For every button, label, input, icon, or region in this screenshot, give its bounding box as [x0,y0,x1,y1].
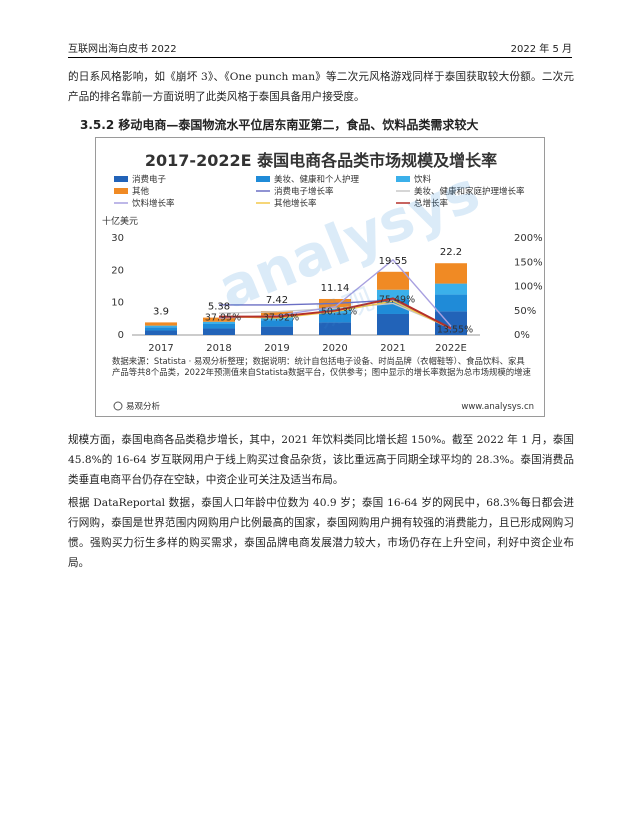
y-tick-label: 0 [118,330,124,341]
chart-axes: 0 10 20 30 0% 50% 100% 150% 200% 2017 2018 2019 2020… [111,233,542,354]
body-paragraph-2: 根据 DataReportal 数据，泰国人口年龄中位数为 40.9 岁；泰国 … [68,497,574,569]
x-tick-label: 2021 [380,343,405,354]
bar-segment [435,283,467,295]
total-label: 7.42 [266,295,288,306]
bar-segment [377,271,409,290]
bar-segment [319,313,351,323]
legend-label: 美妆、健康和个人护理 [274,174,360,185]
bar-segment [145,322,177,326]
bar-segment [377,313,409,335]
chart-title: 2017-2022E 泰国电商各品类市场规模及增长率 [145,151,497,170]
y2-tick-label: 200% [514,233,543,244]
legend-label: 饮料 [414,174,432,185]
total-label: 22.2 [440,247,462,258]
total-label: 19.55 [379,256,408,267]
y2-tick-label: 150% [514,257,543,268]
legend-label: 消费电子增长率 [274,186,334,197]
legend-swatch [114,188,128,194]
market-chart: 2017-2022E 泰国电商各品类市场规模及增长率 消费电子 美妆、健康和个人护… [102,151,543,412]
page-header: 互联网出海白皮书 2022 2022 年 5 月 [68,40,572,58]
x-tick-label: 2017 [148,343,173,354]
rate-label: 50.13% [321,307,357,318]
legend-swatch [256,176,270,182]
legend-label: 其他增长率 [274,198,317,209]
x-tick-label: 2019 [264,343,289,354]
bar-segment [203,321,235,325]
y2-tick-label: 50% [514,306,536,317]
rate-line [218,297,452,330]
section-title: 3.5.2 移动电商—泰国物流水平位居东南亚第二，食品、饮料品类需求较大 [80,118,479,132]
bar-segment [261,317,293,321]
bar-segment [435,263,467,284]
total-label: 3.9 [153,306,169,317]
legend-label: 其他 [132,186,150,197]
bar-segment [203,317,235,322]
logo-icon [113,401,123,411]
rate-label: 75.49% [379,294,415,305]
y-axis-unit: 十亿美元 [102,215,138,227]
y-tick-label: 10 [111,298,124,309]
bar-segment [145,327,177,331]
x-tick-label: 2020 [322,343,347,354]
rate-label: 13.55% [437,324,473,335]
legend-swatch [396,176,410,182]
rate-line [218,302,452,329]
rate-label: 37.95% [205,313,241,324]
bar-segment [435,294,467,312]
bar-segment [319,322,351,335]
x-tick-label: 2022E [435,343,467,354]
x-tick-label: 2018 [206,343,231,354]
chart-lines [218,258,452,330]
y-tick-label: 30 [111,233,124,244]
bar-segment [377,289,409,300]
bar-segment [203,324,235,329]
bar-segment [145,325,177,328]
bar-segment [145,330,177,335]
total-label: 5.38 [208,302,230,313]
figure-frame: 2017-2022E 泰国电商各品类市场规模及增长率 消费电子 美妆、健康和个人护… [95,137,545,417]
y2-tick-label: 0% [514,330,530,341]
rate-label: 37.92% [263,313,299,324]
intro-paragraph: 的日系风格影响，如《崩坏 3》、《One punch man》等二次元风格游戏同… [68,71,574,103]
y2-tick-label: 100% [514,282,543,293]
legend-label: 总增长率 [414,198,449,209]
source-url: www.analysys.cn [461,402,534,412]
legend-label: 饮料增长率 [132,198,175,209]
legend-label: 消费电子 [132,174,167,185]
bar-segment [261,326,293,335]
chart-bars [145,263,467,335]
logo-text: 易观分析 [126,401,161,412]
header-date: 2022 年 5 月 [510,44,572,55]
bar-segment [261,320,293,327]
bar-segment [203,328,235,335]
body-paragraph-1: 规模方面，泰国电商各品类稳步增长，其中，2021 年饮料类同比增长超 150%。… [68,434,574,486]
legend-swatch [114,176,128,182]
chart-labels: 3.9 5.38 7.42 11.14 19.55 22.2 37.95% 37.92% 50.… [153,247,473,335]
legend-label: 美妆、健康和家庭护理增长率 [414,186,525,197]
y-tick-label: 20 [111,265,124,276]
header-title: 互联网出海白皮书 2022 [68,44,177,55]
bar-segment [261,311,293,318]
total-label: 11.14 [321,283,350,294]
source-note: 数据来源：Statista · 易观分析整理；数据说明：统计自包括电子设备、时尚… [112,356,531,377]
